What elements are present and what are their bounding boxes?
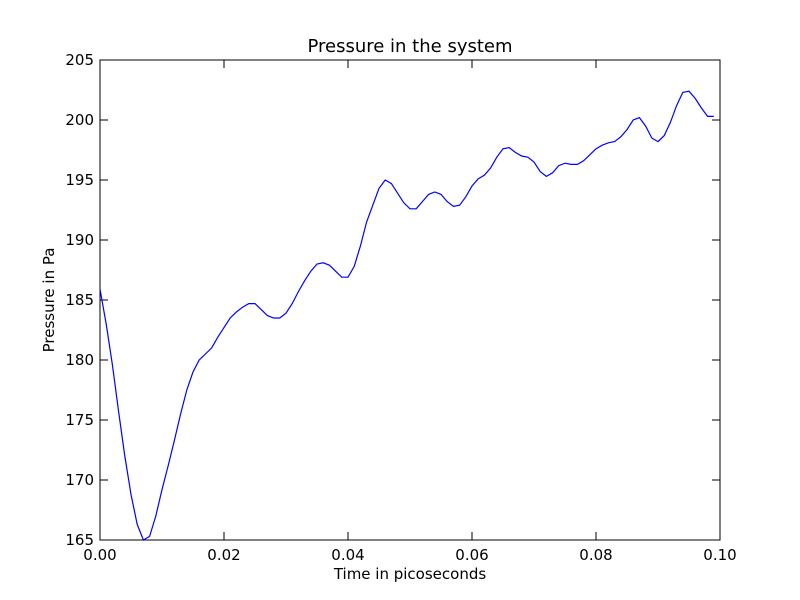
y-tick-label: 180 bbox=[65, 351, 94, 369]
x-tick-label: 0.02 bbox=[207, 546, 240, 564]
x-axis-label: Time in picoseconds bbox=[333, 565, 487, 583]
y-tick-label: 195 bbox=[65, 171, 94, 189]
plot-frame bbox=[99, 59, 721, 541]
axis-ticks bbox=[99, 59, 721, 541]
x-tick-label: 0.06 bbox=[455, 546, 488, 564]
y-tick-label: 175 bbox=[65, 411, 94, 429]
y-tick-label: 185 bbox=[65, 291, 94, 309]
y-tick-label: 200 bbox=[65, 111, 94, 129]
chart-title: Pressure in the system bbox=[307, 36, 512, 57]
x-tick-label: 0.10 bbox=[703, 546, 736, 564]
y-axis-label: Pressure in Pa bbox=[40, 248, 58, 353]
y-tick-label: 190 bbox=[65, 231, 94, 249]
x-tick-label: 0.04 bbox=[331, 546, 364, 564]
x-tick-label: 0.08 bbox=[579, 546, 612, 564]
y-tick-label: 205 bbox=[65, 51, 94, 69]
series-line bbox=[99, 90, 714, 541]
axis-tick-labels: 0.00 0.02 0.04 0.06 0.08 0.10 165 170 175 180 185 1… bbox=[65, 51, 736, 564]
y-tick-label: 165 bbox=[65, 531, 94, 549]
y-tick-label: 170 bbox=[65, 471, 94, 489]
x-tick-label: 0.00 bbox=[83, 546, 116, 564]
